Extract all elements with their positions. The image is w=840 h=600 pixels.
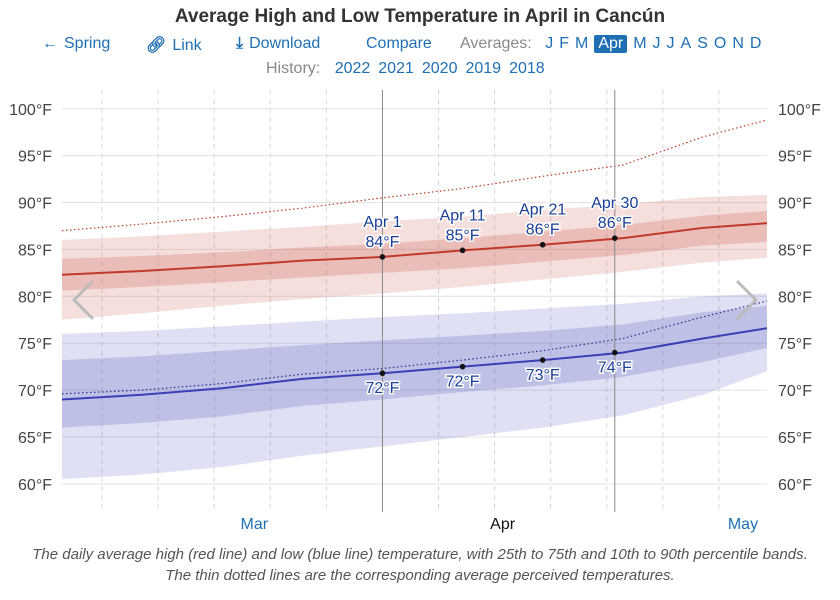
- marker-date-label: Apr 11: [440, 207, 486, 224]
- month-9-button[interactable]: S: [697, 35, 708, 52]
- link-icon: 🔗︎: [146, 37, 167, 54]
- month-3-button[interactable]: M: [574, 35, 589, 52]
- y-tick-label-right: 65°F: [778, 430, 812, 447]
- low-avg-line: [61, 327, 768, 401]
- marker-high-label: 84°F: [365, 234, 399, 251]
- high-band-10-90: [62, 195, 767, 320]
- high-perceived-line: [61, 119, 768, 232]
- low-marker-dot: [379, 370, 386, 377]
- marker-date-label: Apr 1: [363, 214, 401, 231]
- low-marker-dot: [539, 357, 546, 363]
- month-12-button[interactable]: D: [749, 35, 762, 52]
- month-6-button[interactable]: J: [652, 35, 661, 52]
- y-tick-label-right: 60°F: [778, 477, 812, 494]
- month-2-button[interactable]: F: [559, 35, 569, 52]
- month-5-button[interactable]: M: [633, 35, 647, 52]
- download-icon: ⤓: [236, 35, 244, 52]
- compare-button[interactable]: Compare: [366, 35, 432, 55]
- y-tick-label-left: 95°F: [18, 149, 52, 166]
- averages-selector: Averages: J F M Apr M J J A S O N D: [460, 35, 764, 53]
- y-tick-label-left: 90°F: [18, 196, 52, 213]
- y-tick-label-right: 100°F: [778, 102, 821, 119]
- temperature-chart: 100°F 100°F 95°F 95°F 90°F 90°F 85°F 85°F 80°F 80…: [9, 90, 821, 533]
- y-tick-label-right: 75°F: [778, 336, 812, 353]
- averages-label: Averages:: [460, 35, 532, 52]
- x-month-label: May: [728, 516, 758, 533]
- marker-date-label: Apr 30: [591, 195, 638, 212]
- high-avg-line: [61, 222, 768, 276]
- history-year-2022[interactable]: 2022: [334, 60, 371, 77]
- month-1-button[interactable]: J: [545, 35, 554, 52]
- download-button[interactable]: ⤓ Download: [236, 35, 320, 55]
- x-month-label: Mar: [240, 516, 268, 533]
- marker-low-label: 74°F: [598, 360, 632, 377]
- month-8-button[interactable]: A: [680, 35, 692, 52]
- chart-caption: The daily average high (red line) and lo…: [32, 546, 808, 584]
- y-tick-label-left: 70°F: [18, 383, 52, 400]
- history-year-2018[interactable]: 2018: [509, 60, 545, 77]
- history-year-2020[interactable]: 2020: [421, 60, 458, 77]
- compare-button-label: Compare: [366, 35, 432, 52]
- chevron-left-icon[interactable]: [72, 280, 94, 320]
- y-tick-label-left: 60°F: [18, 477, 52, 494]
- marker-high-label: 86°F: [598, 215, 632, 232]
- low-band-10-90: [62, 293, 767, 480]
- history-year-2019[interactable]: 2019: [465, 60, 502, 77]
- month-4-button[interactable]: Apr: [594, 35, 628, 53]
- history-selector: History: 2022 2021 2020 2019 2018: [266, 60, 549, 78]
- y-tick-label-right: 85°F: [778, 242, 812, 259]
- month-11-button[interactable]: N: [732, 35, 744, 52]
- high-marker-dot: [459, 247, 466, 254]
- y-tick-label-left: 75°F: [18, 336, 52, 353]
- y-tick-label-right: 90°F: [778, 196, 812, 213]
- y-tick-label-right: 80°F: [778, 289, 812, 306]
- y-tick-label-right: 70°F: [778, 383, 812, 400]
- low-band-25-75: [62, 305, 767, 428]
- low-perceived-line: [61, 300, 768, 395]
- year-list: 2022 2021 2020 2019 2018: [331, 60, 549, 77]
- chevron-right-icon[interactable]: [736, 280, 758, 320]
- high-marker-dot: [611, 235, 618, 241]
- y-tick-label-left: 100°F: [9, 102, 52, 119]
- history-label: History:: [266, 60, 321, 77]
- high-marker-dot: [379, 254, 386, 260]
- low-marker-dot: [611, 349, 618, 356]
- x-month-label: Apr: [490, 516, 516, 533]
- y-tick-label-right: 95°F: [778, 149, 812, 166]
- link-button-label: Link: [172, 37, 202, 54]
- marker-low-label: 72°F: [446, 374, 480, 391]
- low-marker-dot: [459, 363, 466, 370]
- download-button-label: Download: [249, 35, 321, 52]
- high-marker-dot: [539, 241, 546, 248]
- arrow-left-icon: ←: [42, 35, 58, 52]
- month-7-button[interactable]: J: [666, 35, 675, 52]
- page-title: Average High and Low Temperature in Apri…: [174, 6, 666, 27]
- marker-low-label: 73°F: [526, 367, 560, 384]
- spring-link-label: Spring: [64, 35, 111, 52]
- y-tick-label-left: 80°F: [18, 289, 52, 306]
- month-10-button[interactable]: O: [713, 35, 727, 52]
- marker-date-label: Apr 21: [519, 202, 566, 219]
- marker-high-label: 86°F: [526, 222, 560, 239]
- y-tick-label-left: 85°F: [18, 242, 52, 259]
- link-button[interactable]: 🔗︎ Link: [146, 35, 202, 55]
- history-year-2021[interactable]: 2021: [378, 60, 414, 77]
- marker-low-label: 72°F: [365, 380, 399, 397]
- y-tick-label-left: 65°F: [18, 430, 52, 447]
- month-list: J F M Apr M J J A S O N D: [542, 35, 764, 53]
- high-band-25-75: [62, 210, 767, 291]
- spring-link[interactable]: ← Spring: [42, 35, 110, 55]
- marker-high-label: 85°F: [446, 227, 480, 244]
